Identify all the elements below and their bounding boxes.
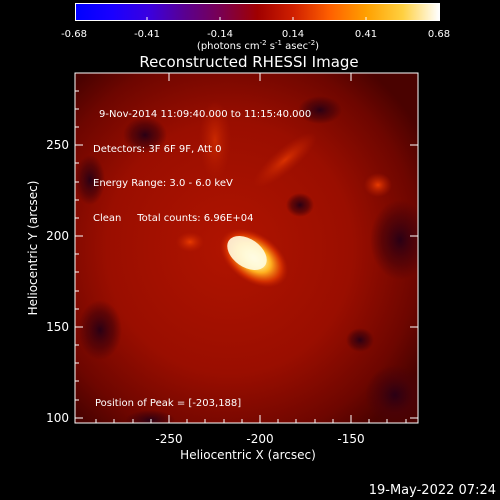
colorbar-ticks — [146, 17, 367, 21]
plot-frame — [74, 72, 419, 424]
colorbar-tick-label: 0.14 — [282, 29, 304, 40]
image-title: Reconstructed RHESSI Image — [139, 53, 358, 71]
x-tick-label: -150 — [337, 432, 364, 446]
footer-timestamp: 19-May-2022 07:24 — [369, 483, 496, 498]
peak-position-text: Position of Peak = [-203,188] — [95, 398, 242, 409]
y-tick-label: 200 — [46, 229, 69, 243]
info-line-time: 9-Nov-2014 11:09:40.000 to 11:15:40.000 — [99, 109, 312, 120]
colorbar-units-label: (photons cm-2 s-1 asec-2) — [197, 39, 319, 52]
info-line-counts: Clean Total counts: 6.96E+04 — [93, 212, 254, 224]
colorbar-tick-label: -0.14 — [207, 29, 233, 40]
x-tick-label: -200 — [246, 432, 273, 446]
x-axis-ticks — [95, 73, 407, 423]
colorbar-tick-label: 0.68 — [428, 29, 450, 40]
colorbar-tick-label: -0.68 — [61, 29, 87, 40]
colorbar — [75, 3, 440, 21]
colorbar-tick-label: -0.41 — [134, 29, 160, 40]
x-axis-label: Heliocentric X (arcsec) — [180, 448, 316, 462]
x-tick-label: -250 — [155, 432, 182, 446]
y-tick-label: 150 — [46, 320, 69, 334]
y-axis-label: Heliocentric Y (arcsec) — [26, 181, 40, 316]
y-tick-labels: 250 200 150 100 — [46, 138, 69, 425]
colorbar-gradient — [76, 4, 439, 20]
colorbar-tick-labels: -0.68 -0.41 -0.14 0.14 0.41 0.68 — [61, 29, 450, 40]
y-axis-ticks — [75, 90, 418, 419]
x-tick-labels: -250 -200 -150 — [155, 432, 364, 446]
colorbar-tick-label: 0.41 — [355, 29, 377, 40]
info-line-detectors: Detectors: 3F 6F 9F, Att 0 — [93, 143, 222, 155]
rhessi-image — [75, 73, 418, 423]
y-tick-label: 100 — [46, 411, 69, 425]
info-line-energy: Energy Range: 3.0 - 6.0 keV — [93, 178, 233, 189]
y-tick-label: 250 — [46, 138, 69, 152]
observation-info: 9-Nov-2014 11:09:40.000 to 11:15:40.000 … — [93, 86, 311, 236]
